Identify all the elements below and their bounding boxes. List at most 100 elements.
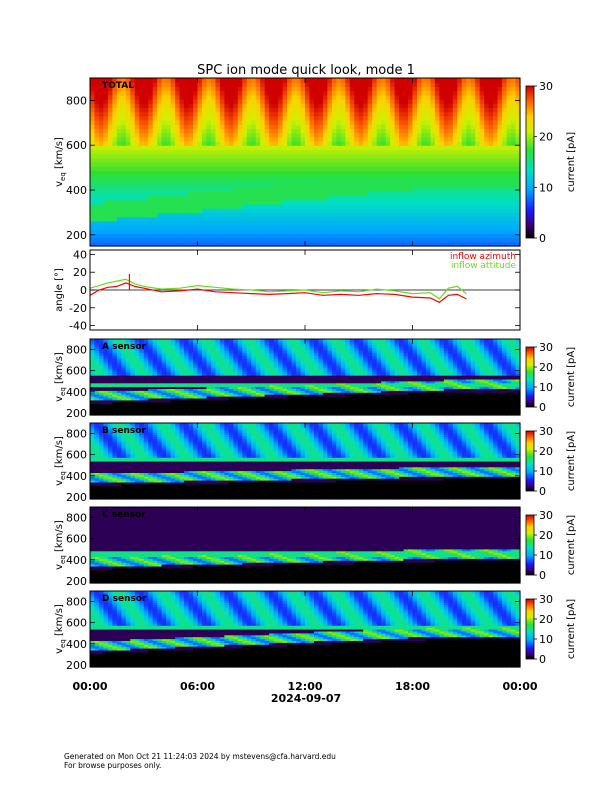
spectrogram-cell (233, 115, 239, 121)
spectrogram-cell (139, 107, 145, 113)
spectrogram-cell (184, 367, 190, 370)
spectrogram-cell (340, 187, 346, 192)
spectrogram-cell (493, 111, 499, 117)
spectrogram-cell (197, 82, 203, 87)
spectrogram-cell (376, 216, 382, 222)
spectrogram-cell (197, 413, 203, 416)
spectrogram-cell (175, 94, 181, 100)
spectrogram-cell (90, 82, 96, 87)
spectrogram-cell (170, 86, 176, 92)
spectrogram-cell (484, 225, 490, 230)
spectrogram-cell (170, 373, 176, 376)
spectrogram-cell (219, 86, 225, 92)
spectrogram-cell (260, 183, 266, 188)
spectrogram-cell (121, 128, 127, 134)
spectrogram-cell (206, 399, 212, 403)
colorbar-tick-label: 30 (539, 80, 553, 93)
spectrogram-cell (502, 233, 508, 239)
spectrogram-cell (452, 233, 458, 239)
spectrogram-cell (313, 174, 320, 180)
spectrogram-cell (488, 115, 494, 121)
spectrogram-cell (193, 380, 199, 384)
spectrogram-cell (340, 220, 346, 226)
spectrogram-cell (336, 187, 342, 192)
spectrogram-cell (376, 233, 382, 239)
spectrogram-cell (188, 371, 194, 374)
spectrogram-cell (188, 103, 194, 108)
spectrogram-cell (336, 141, 342, 146)
spectrogram-cell (94, 195, 100, 201)
spectrogram-cell (130, 369, 136, 372)
spectrogram-cell (466, 111, 472, 117)
spectrogram-cell (219, 220, 225, 226)
spectrogram-cell (103, 401, 109, 405)
spectrogram-cell (116, 183, 122, 188)
spectrogram-cell (121, 413, 127, 416)
spectrogram-cell (502, 78, 508, 83)
spectrogram-cell (188, 136, 194, 142)
spectrogram-cell (139, 407, 145, 410)
spectrogram-cell (107, 220, 113, 226)
spectrogram-cell (139, 358, 145, 361)
spectrogram-cell (193, 388, 199, 391)
spectrogram-cell (139, 371, 145, 374)
spectrogram-cell (98, 397, 105, 401)
spectrogram-cell (443, 237, 449, 243)
spectrogram-cell (434, 233, 440, 239)
spectrogram-cell (112, 346, 118, 350)
spectrogram-cell (130, 354, 136, 357)
spectrogram-cell (98, 241, 105, 247)
spectrogram-cell (331, 107, 337, 113)
spectrogram-cell (94, 229, 100, 234)
spectrogram-cell (390, 90, 396, 96)
spectrogram-cell (197, 344, 203, 348)
spectrogram-cell (394, 216, 400, 222)
spectrogram-cell (376, 136, 382, 142)
spectrogram-cell (152, 350, 158, 353)
spectrogram-cell (125, 403, 131, 407)
spectrogram-cell (475, 124, 481, 129)
spectrogram-cell (385, 237, 391, 243)
spectrogram-cell (381, 233, 387, 239)
spectrogram-cell (201, 145, 208, 150)
spectrogram-cell (390, 241, 396, 247)
spectrogram-cell (90, 149, 96, 155)
spectrogram-cell (112, 413, 118, 416)
spectrogram-cell (116, 380, 122, 384)
spectrogram-cell (430, 107, 436, 113)
spectrogram-cell (300, 216, 306, 222)
spectrogram-cell (228, 241, 234, 247)
spectrogram-cell (287, 149, 293, 155)
spectrogram-cell (166, 132, 172, 138)
spectrogram-cell (170, 78, 176, 83)
spectrogram-cell (390, 225, 396, 230)
spectrogram-cell (175, 132, 181, 138)
spectrogram-cell (313, 132, 320, 138)
spectrogram-cell (161, 409, 167, 412)
spectrogram-cell (273, 241, 279, 247)
spectrogram-cell (493, 86, 499, 92)
spectrogram-cell (90, 216, 96, 222)
spectrogram-cell (228, 237, 234, 243)
spectrogram-cell (112, 157, 118, 163)
spectrogram-cell (502, 225, 508, 230)
spectrogram-cell (90, 339, 96, 342)
spectrogram-cell (296, 162, 302, 167)
spectrogram-cell (175, 237, 181, 243)
spectrogram-cell (219, 187, 225, 192)
spectrogram-cell (511, 191, 517, 197)
spectrogram-cell (452, 229, 458, 234)
spectrogram-cell (170, 344, 176, 348)
spectrogram-cell (94, 348, 100, 351)
spectrogram-cell (94, 346, 100, 350)
spectrogram-cell (170, 354, 176, 357)
spectrogram-cell (139, 352, 145, 355)
y-tick-label: 400 (66, 184, 87, 197)
spectrogram-cell (139, 220, 145, 226)
spectrogram-cell (161, 124, 167, 129)
spectrogram-cell (161, 392, 167, 395)
spectrogram-cell (367, 124, 373, 129)
spectrogram-cell (121, 183, 127, 188)
spectrogram-cell (327, 157, 333, 163)
spectrogram-cell (372, 212, 378, 218)
